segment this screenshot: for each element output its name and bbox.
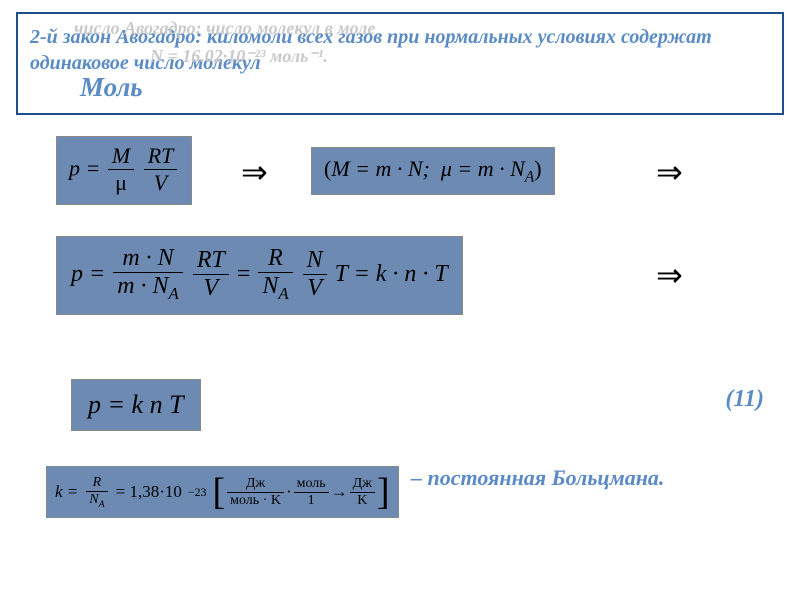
bracket-right-icon: ]: [377, 473, 390, 511]
f1-den2: V: [144, 170, 178, 198]
paren-eq1: M = m · N;: [331, 156, 430, 181]
content-area: p = M μ RT V ⇒ (M = m · N; μ = m · NA) ⇒…: [16, 121, 784, 541]
u1-num: Дж: [227, 476, 284, 493]
paren-close: ): [534, 156, 541, 181]
header-box: 2-й закон Авогадро: киломоли всех газов …: [16, 12, 784, 115]
boltzmann-label: – постоянная Больцмана.: [411, 465, 664, 491]
f2-den1-sub: A: [169, 284, 179, 303]
k-den-sub: A: [99, 498, 105, 509]
mol-word: Моль: [80, 72, 770, 103]
k-num: R: [86, 475, 107, 492]
unit-arrow-icon: →: [331, 482, 348, 502]
u3-num: Дж: [350, 476, 375, 493]
u3-den: K: [350, 493, 375, 509]
f2-lhs: p =: [71, 261, 105, 287]
f2-eq: =: [237, 261, 251, 287]
u2-den: 1: [294, 493, 329, 509]
f2-den3-sub: A: [278, 284, 288, 303]
k-exp: −23: [188, 485, 207, 500]
f1-lhs: p =: [69, 156, 100, 181]
arrow-icon: ⇒: [656, 256, 683, 294]
arrow-icon: ⇒: [241, 153, 268, 191]
f2-tail: T = k · n · T: [335, 261, 448, 287]
k-val: = 1,38·10: [116, 482, 182, 502]
f1-num1: M: [108, 143, 134, 170]
f2-num2: RT: [193, 247, 229, 275]
dot: ·: [286, 482, 292, 502]
shadow-overlay-text: число Авогадро: число молекул в моле: [74, 18, 375, 39]
f1-num2: RT: [144, 143, 178, 170]
f1-den1: μ: [108, 170, 134, 198]
f2-den3: N: [262, 273, 278, 299]
f2-num1: m · N: [113, 245, 183, 273]
paren-sub: A: [525, 168, 534, 185]
u2-num: моль: [294, 476, 329, 493]
f2-num3: R: [258, 245, 292, 273]
k-eq: k =: [55, 482, 78, 502]
avogadro-value: N = 16.02·10⁻²³ моль⁻¹.: [150, 46, 328, 66]
formula-2: p = m · N m · NA RT V = R NA N V T = k ·…: [56, 236, 463, 315]
f2-den1: m · N: [117, 273, 168, 299]
f2-num4: N: [303, 247, 327, 275]
substitution-box: (M = m · N; μ = m · NA): [311, 147, 555, 195]
f2-den4: V: [303, 275, 327, 304]
formula-3: p = k n T: [71, 379, 201, 431]
paren-mu: μ = m · N: [441, 156, 525, 181]
bracket-left-icon: [: [212, 473, 225, 511]
k-den: N: [89, 492, 98, 507]
boltzmann-constant-box: k = R NA = 1,38·10 −23 [ Дж моль · K · мо…: [46, 466, 399, 518]
formula-1: p = M μ RT V: [56, 136, 192, 205]
f2-den2: V: [193, 275, 229, 304]
arrow-icon: ⇒: [656, 153, 683, 191]
u1-den: моль · K: [227, 493, 284, 509]
equation-number: (11): [725, 386, 764, 413]
